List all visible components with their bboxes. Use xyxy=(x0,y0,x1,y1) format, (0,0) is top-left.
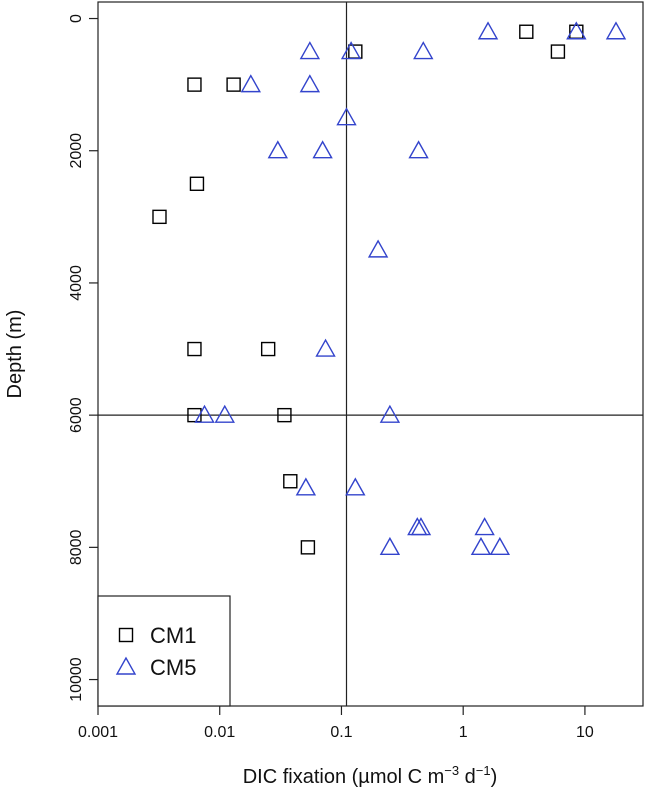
cm5-point xyxy=(299,41,321,60)
cm5-point xyxy=(379,536,401,556)
cm5-point xyxy=(605,21,627,40)
cm1-point xyxy=(283,474,298,489)
cm1-point xyxy=(277,407,292,423)
y-tick-label: 4000 xyxy=(68,265,85,301)
y-tick-label: 2000 xyxy=(68,133,85,169)
x-axis: 0.001 0.01 0.1 1 10 xyxy=(78,706,594,741)
cm5-point xyxy=(410,517,432,536)
x-tick-label: 0.01 xyxy=(204,724,235,741)
cm5-point xyxy=(345,477,366,496)
cm1-legend-label: CM1 xyxy=(150,623,196,648)
x-tick-label: 1 xyxy=(459,724,468,741)
cm1-point xyxy=(348,44,363,59)
legend-box xyxy=(97,595,231,707)
cm5-point xyxy=(566,21,587,40)
cm5-point xyxy=(470,536,492,556)
cm1-point xyxy=(300,540,316,555)
cm1-point xyxy=(260,341,276,357)
cm5-point xyxy=(299,74,321,93)
cm5-point xyxy=(474,517,495,536)
cm5-point xyxy=(407,517,428,536)
x-tick-label: 0.001 xyxy=(78,724,118,741)
y-tick-label: 6000 xyxy=(68,397,85,433)
cm5-point xyxy=(336,107,357,126)
cm1-point xyxy=(152,209,167,225)
cm1-point xyxy=(187,407,202,423)
cm5-point xyxy=(267,140,289,159)
x-axis-title: DIC fixation (µmol C m−3 d−1) xyxy=(243,763,498,788)
y-axis-title: Depth (m) xyxy=(4,310,26,399)
cm1-legend-marker xyxy=(118,627,134,643)
cm1-point xyxy=(550,44,566,59)
cm5-point xyxy=(408,140,429,159)
cm5-point xyxy=(477,21,499,40)
y-tick-label: 10000 xyxy=(68,657,85,702)
y-tick-label: 8000 xyxy=(68,529,85,565)
cm5-point xyxy=(413,41,434,60)
cm5-point xyxy=(240,74,262,93)
cm5-point xyxy=(295,477,317,496)
cm1-point xyxy=(189,176,205,191)
cm5-legend-marker xyxy=(115,656,137,675)
x-tick-label: 0.1 xyxy=(330,724,352,741)
cm5-point xyxy=(340,41,362,60)
cm5-point xyxy=(379,404,401,423)
plot-frame xyxy=(97,1,644,707)
data-points xyxy=(152,21,627,556)
cm5-legend-label: CM5 xyxy=(150,655,196,680)
cm5-point xyxy=(214,404,235,423)
cm5-point xyxy=(367,239,389,258)
cm5-point xyxy=(489,536,511,556)
x-tick-label: 10 xyxy=(576,724,594,741)
cm1-point xyxy=(187,77,202,92)
cm5-point xyxy=(312,140,333,159)
cm1-point xyxy=(519,24,534,39)
y-tick-label: 0 xyxy=(68,14,85,23)
cm1-point xyxy=(226,77,241,92)
cm1-point xyxy=(187,341,202,357)
y-axis: 0 2000 4000 6000 8000 10000 xyxy=(68,14,98,702)
cm5-point xyxy=(194,404,215,423)
cm5-point xyxy=(315,338,336,357)
